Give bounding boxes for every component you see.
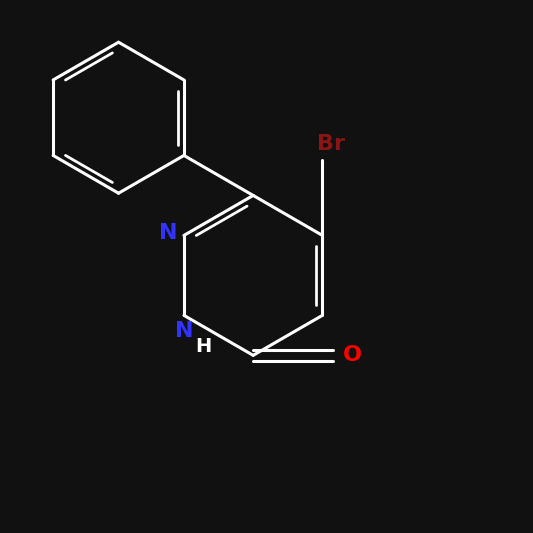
Text: N: N	[159, 223, 177, 243]
Text: Br: Br	[317, 134, 345, 154]
Text: N: N	[175, 321, 193, 341]
Text: O: O	[343, 345, 362, 365]
Text: H: H	[196, 337, 212, 356]
